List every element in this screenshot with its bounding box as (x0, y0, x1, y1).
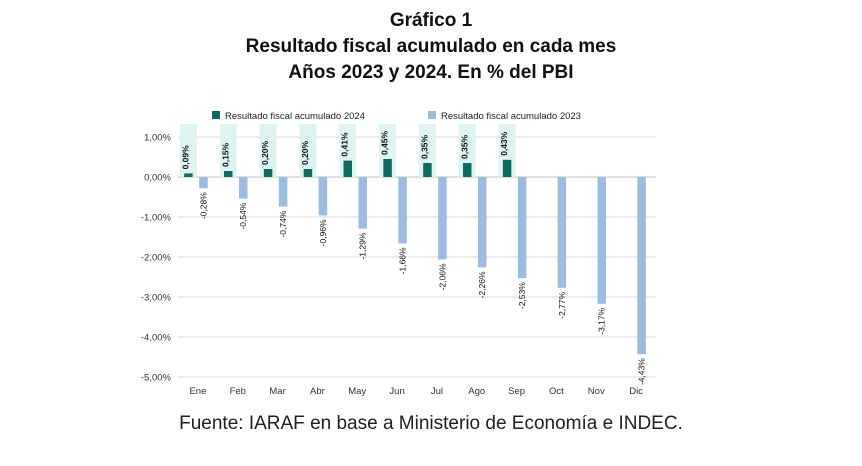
data-label-2024: 0,45% (380, 130, 390, 155)
data-label-2023: -2,53% (517, 282, 527, 309)
bar-2024 (383, 159, 392, 177)
bar-2024 (502, 159, 512, 177)
data-label-2024: 0,20% (300, 140, 310, 165)
x-tick-label: Oct (549, 386, 564, 397)
data-label-2024: 0,35% (459, 134, 469, 159)
x-tick-label: Jun (389, 386, 404, 397)
chart-title-block: Gráfico 1 Resultado fiscal acumulado en … (0, 8, 862, 86)
bar-2024 (184, 173, 193, 177)
data-label-2023: -2,26% (477, 271, 487, 298)
y-tick-label: 0,00% (144, 173, 171, 184)
bar-2024 (343, 160, 352, 177)
bar-2023 (278, 177, 288, 207)
y-tick-label: -4,00% (141, 333, 172, 344)
data-label-2023: -0,28% (198, 192, 208, 219)
bar-2024 (224, 171, 233, 177)
data-label-highlight (299, 124, 317, 177)
x-tick-label: Ene (189, 386, 206, 397)
data-label-2023: -0,54% (238, 202, 248, 229)
chart-title: Resultado fiscal acumulado en cada mes (245, 36, 617, 57)
data-label-2024: 0,15% (220, 142, 230, 167)
data-label-2023: -0,96% (318, 219, 328, 246)
bar-2024 (263, 169, 273, 177)
data-label-2024: 0,20% (260, 140, 270, 165)
x-tick-label: Feb (230, 386, 246, 397)
x-tick-label: Ago (468, 386, 485, 397)
bar-2023 (597, 177, 606, 304)
bar-2023 (557, 177, 567, 288)
bar-2024 (463, 163, 472, 177)
data-label-2024: 0,09% (180, 145, 190, 170)
data-label-highlight (259, 124, 277, 177)
x-tick-label: Dic (629, 386, 643, 397)
x-tick-label: Mar (269, 386, 285, 397)
x-tick-label: Jul (431, 386, 443, 397)
source-note: Fuente: IARAF en base a Ministerio de Ec… (179, 413, 683, 434)
legend-label-2023: Resultado fiscal acumulado 2023 (441, 111, 581, 122)
legend-label-2024: Resultado fiscal acumulado 2024 (225, 111, 365, 122)
bar-2024 (303, 169, 313, 177)
data-label-highlight (219, 124, 237, 177)
bar-2023 (478, 177, 487, 268)
data-label-2023: -2,77% (557, 291, 567, 318)
data-label-2023: -3,17% (597, 307, 607, 334)
bar-2023 (239, 177, 248, 199)
x-tick-label: Abr (310, 386, 325, 397)
y-tick-label: -5,00% (141, 373, 172, 384)
bar-2023 (438, 177, 447, 260)
bar-2024 (423, 163, 432, 177)
chart-figure-number: Gráfico 1 (389, 10, 473, 31)
data-label-2024: 0,41% (340, 132, 350, 157)
bar-2023 (199, 177, 208, 189)
bar-2023 (318, 177, 328, 216)
bar-2023 (637, 177, 646, 355)
data-label-2023: -4,43% (637, 358, 647, 385)
data-label-highlight (179, 124, 197, 177)
y-tick-label: -1,00% (141, 213, 172, 224)
x-tick-label: Sep (508, 386, 525, 397)
chart-subtitle: Años 2023 y 2024. En % del PBI (288, 62, 574, 83)
x-tick-label: Nov (588, 386, 605, 397)
data-label-2024: 0,43% (499, 131, 509, 156)
bar-2023 (358, 177, 367, 229)
data-label-2023: -1,66% (398, 247, 408, 274)
data-label-2023: -2,06% (437, 263, 447, 290)
bar-2023 (398, 177, 407, 244)
legend-swatch-2023 (428, 111, 436, 119)
data-label-2024: 0,35% (419, 134, 429, 159)
data-label-2023: -0,74% (278, 210, 288, 237)
data-label-2023: -1,29% (358, 232, 368, 259)
legend-swatch-2024 (212, 111, 220, 119)
bar-2023 (517, 177, 527, 279)
x-tick-label: May (348, 386, 366, 397)
y-tick-label: 1,00% (144, 133, 171, 144)
y-tick-label: -3,00% (141, 293, 172, 304)
y-tick-label: -2,00% (141, 253, 172, 264)
